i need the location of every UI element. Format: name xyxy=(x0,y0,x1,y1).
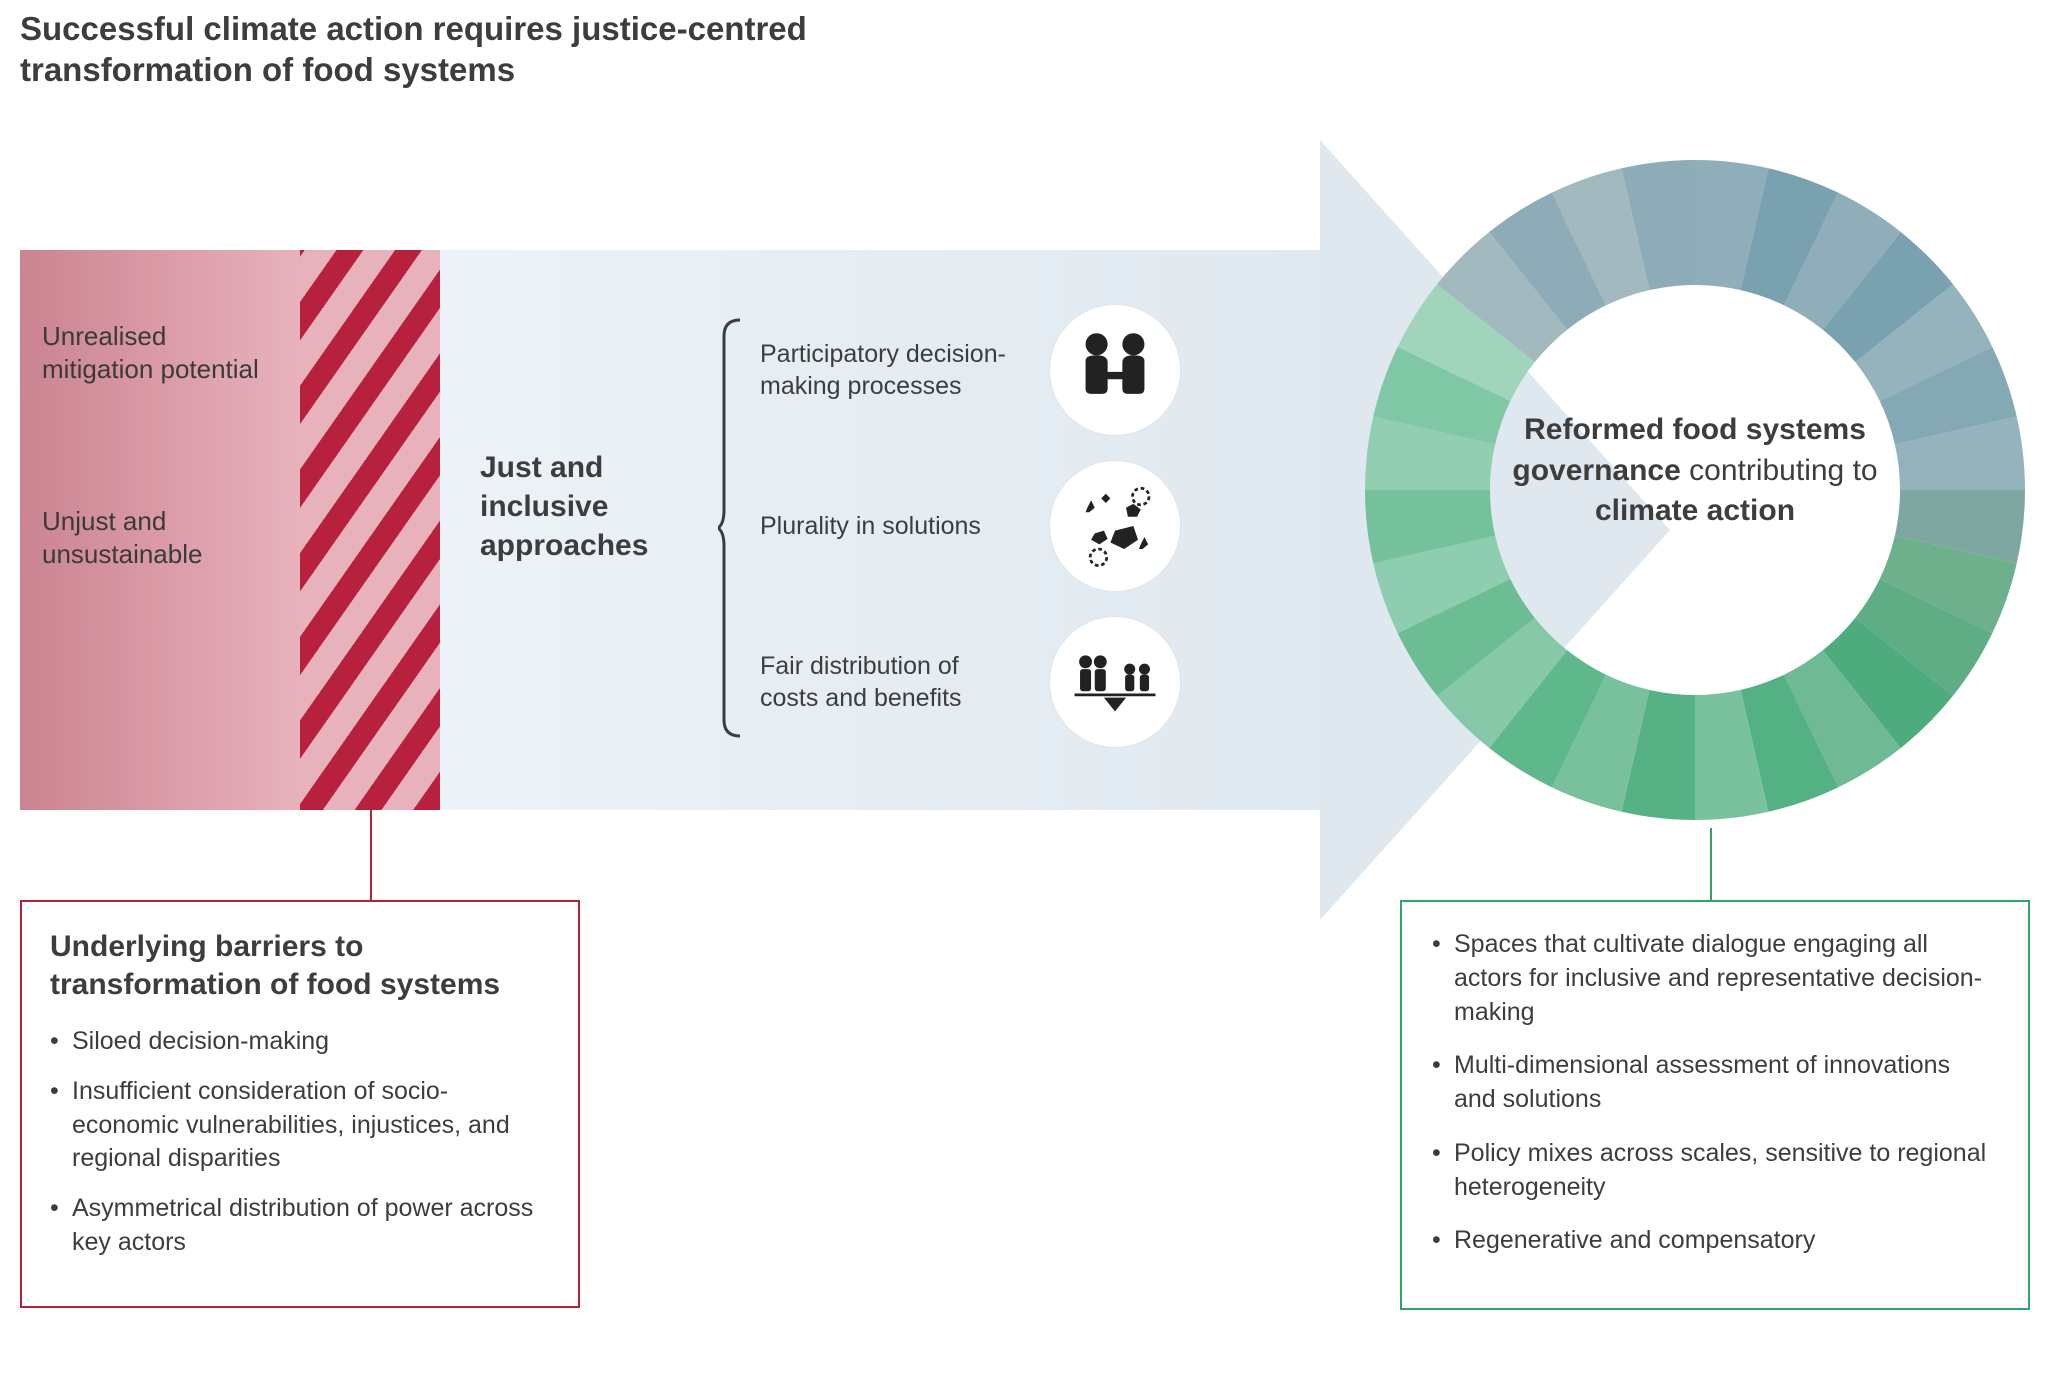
approaches-list: Participatory decision-making processes … xyxy=(760,310,1280,778)
list-item: Asymmetrical distribution of power acros… xyxy=(50,1192,550,1260)
balance-icon xyxy=(1050,617,1180,747)
barriers-box: Underlying barriers to transformation of… xyxy=(20,900,580,1308)
approach-label: Plurality in solutions xyxy=(760,510,1010,543)
approach-row: Fair distribution of costs and benefits xyxy=(760,622,1280,742)
barriers-list: Siloed decision-making Insufficient cons… xyxy=(50,1025,550,1260)
current-state-block: Unrealised mitigation potential Unjust a… xyxy=(20,250,300,810)
donut-center-label: Reformed food systems governance contrib… xyxy=(1480,410,1910,532)
barriers-title: Underlying barriers to transformation of… xyxy=(50,928,550,1003)
list-item: Spaces that cultivate dialogue engaging … xyxy=(1432,928,1998,1029)
green-connector-line xyxy=(1710,828,1712,900)
barrier-hatch-strip xyxy=(300,250,440,810)
list-item: Regenerative and compensatory xyxy=(1432,1224,1998,1258)
list-item: Insufficient consideration of socio-econ… xyxy=(50,1075,550,1176)
bracket-icon xyxy=(718,318,742,738)
page-title: Successful climate action requires justi… xyxy=(20,8,920,91)
barrier-connector-line xyxy=(370,810,372,902)
reforms-list: Spaces that cultivate dialogue engaging … xyxy=(1432,928,1998,1258)
list-item: Policy mixes across scales, sensitive to… xyxy=(1432,1137,1998,1205)
handshake-icon xyxy=(1050,305,1180,435)
approach-row: Plurality in solutions xyxy=(760,466,1280,586)
just-inclusive-label: Just and inclusive approaches xyxy=(480,448,690,565)
list-item: Siloed decision-making xyxy=(50,1025,550,1059)
shapes-icon xyxy=(1050,461,1180,591)
approach-label: Participatory decision-making processes xyxy=(760,338,1010,403)
list-item: Multi-dimensional assessment of innovati… xyxy=(1432,1049,1998,1117)
approach-label: Fair distribution of costs and benefits xyxy=(760,650,1010,715)
unjust-unsustainable-label: Unjust and unsustainable xyxy=(42,505,262,570)
reforms-box: Spaces that cultivate dialogue engaging … xyxy=(1400,900,2030,1310)
approach-row: Participatory decision-making processes xyxy=(760,310,1280,430)
unrealised-potential-label: Unrealised mitigation potential xyxy=(42,320,262,385)
